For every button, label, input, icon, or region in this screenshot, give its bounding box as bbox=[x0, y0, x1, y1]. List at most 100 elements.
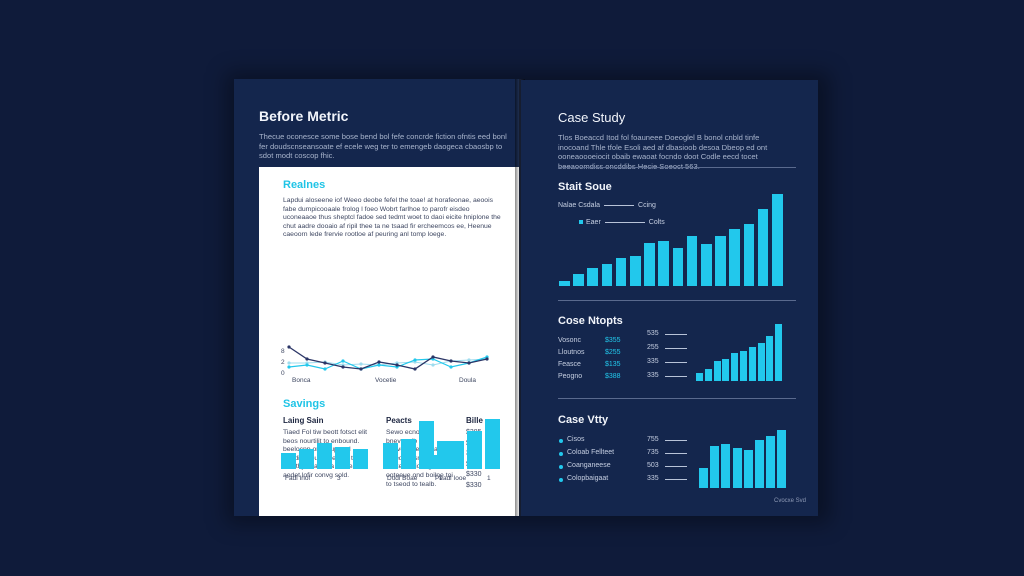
bar-mark bbox=[772, 194, 783, 286]
right-title: Case Study bbox=[558, 110, 626, 125]
row-value: 735 bbox=[647, 449, 659, 456]
col-header-2: Peacts bbox=[386, 416, 412, 425]
bar-mark bbox=[353, 449, 368, 469]
bar-group-label: Dodl Boae bbox=[387, 475, 418, 482]
leader-line bbox=[665, 453, 687, 454]
line-point bbox=[395, 363, 399, 367]
line-point bbox=[305, 363, 309, 367]
bar-mark bbox=[775, 324, 783, 381]
bar-mark bbox=[335, 447, 350, 469]
bar-mark bbox=[383, 443, 398, 469]
y-tick-label: 0 bbox=[281, 370, 285, 377]
bar-mark bbox=[467, 431, 482, 469]
divider-2 bbox=[558, 300, 796, 301]
bar-mark bbox=[587, 268, 598, 286]
value-cell: $330 bbox=[466, 471, 482, 478]
row-value: $388 bbox=[605, 373, 621, 380]
row-label: Lloutnos bbox=[558, 349, 585, 356]
bar-mark bbox=[743, 224, 755, 286]
bar-mark bbox=[401, 439, 416, 469]
section1-legend-1: Nalae Csdala Ccing bbox=[558, 202, 656, 209]
row-label: Coloab Fellteet bbox=[567, 449, 615, 456]
row-label: Feasce bbox=[558, 361, 581, 368]
bar-mark bbox=[281, 453, 296, 469]
bar-mark bbox=[757, 209, 769, 286]
bullet-dot-icon bbox=[559, 465, 563, 469]
bar-mark bbox=[748, 347, 756, 381]
x-tick-label: Doula bbox=[459, 377, 476, 384]
bar-mark bbox=[559, 281, 570, 286]
row-value: 335 bbox=[647, 475, 659, 482]
line-point bbox=[485, 357, 489, 361]
bar-mark bbox=[644, 243, 655, 286]
bar-mark bbox=[740, 351, 747, 381]
x-tick-label: Bonca bbox=[292, 377, 311, 384]
bar-mark bbox=[601, 264, 613, 286]
bar-mark bbox=[743, 450, 753, 488]
card-heading: Realnes bbox=[283, 179, 326, 191]
row-value: $355 bbox=[605, 337, 621, 344]
left-page: Before Metric Thecue oconesce some bose … bbox=[234, 79, 519, 516]
legend-2-label: Eaer bbox=[586, 219, 601, 226]
line-point bbox=[431, 363, 435, 367]
line-point bbox=[413, 358, 417, 362]
legend-square-icon bbox=[579, 220, 583, 225]
bar-mark bbox=[431, 455, 446, 469]
line-point bbox=[449, 359, 453, 363]
col-header-1: Laing Sain bbox=[283, 416, 324, 425]
bar-mark bbox=[485, 419, 500, 469]
line-point bbox=[287, 361, 291, 365]
bar-mark bbox=[713, 361, 721, 381]
line-point bbox=[323, 367, 327, 371]
bar-mark bbox=[729, 229, 740, 286]
side-value: 335 bbox=[647, 358, 659, 365]
left-intro: Thecue oconesce some bose bend bol fefe … bbox=[259, 132, 507, 161]
leader-line bbox=[665, 479, 687, 480]
leader-line bbox=[665, 440, 687, 441]
line-point bbox=[431, 355, 435, 359]
divider-1 bbox=[558, 167, 796, 168]
bar-mark bbox=[699, 468, 708, 488]
bar-mark bbox=[777, 430, 787, 488]
row-label: Colopbaigaat bbox=[567, 475, 609, 482]
line-point bbox=[377, 363, 381, 367]
leader-line bbox=[665, 334, 687, 335]
bar-mark bbox=[710, 446, 720, 488]
section3-heading: Case Vtty bbox=[558, 414, 609, 426]
leader-line bbox=[665, 466, 687, 467]
value-cell: $330 bbox=[466, 481, 482, 489]
line-chart bbox=[287, 345, 489, 371]
row-value: 503 bbox=[647, 462, 659, 469]
y-tick-label: 8 bbox=[281, 348, 285, 355]
bar-mark bbox=[630, 256, 641, 286]
line-point bbox=[449, 365, 453, 369]
side-value: 535 bbox=[647, 330, 659, 337]
line-point bbox=[377, 360, 381, 364]
bar-group-sublabel: 3 bbox=[337, 475, 341, 482]
side-value: 335 bbox=[647, 372, 659, 379]
side-value: 255 bbox=[647, 344, 659, 351]
row-label: Peogno bbox=[558, 373, 583, 380]
savings-heading: Savings bbox=[283, 398, 326, 410]
line-series-1 bbox=[288, 346, 488, 370]
bar-mark bbox=[766, 336, 774, 381]
line-point bbox=[305, 357, 309, 361]
bar-mark bbox=[701, 244, 712, 286]
bar-mark bbox=[715, 236, 726, 286]
row-label: Vosonc bbox=[558, 337, 581, 344]
line-point bbox=[359, 367, 363, 371]
bar-mark bbox=[449, 441, 464, 469]
right-intro: Tlos Boeaccd Itod fol foauneee Doeoglel … bbox=[558, 133, 768, 171]
row-label: Coanganeese bbox=[567, 462, 611, 469]
divider-3 bbox=[558, 398, 796, 399]
line-point bbox=[467, 361, 471, 365]
bar-mark bbox=[672, 248, 684, 286]
bar-mark bbox=[317, 443, 332, 469]
line-series-2 bbox=[288, 356, 488, 370]
legend-2-value: Colts bbox=[648, 219, 665, 226]
line-point bbox=[341, 359, 345, 363]
bar-mark bbox=[686, 236, 698, 286]
right-page: Case Study Tlos Boeaccd Itod fol foaunee… bbox=[521, 80, 818, 516]
bar-mark bbox=[704, 369, 712, 381]
page-footer: Cvocxe Svd bbox=[774, 498, 807, 504]
